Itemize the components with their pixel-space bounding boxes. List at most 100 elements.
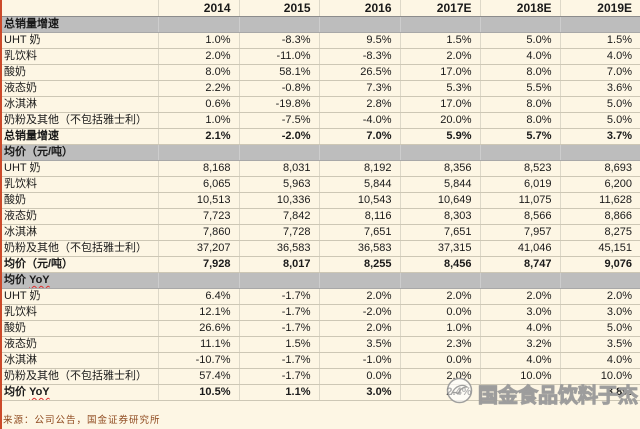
total-value-cell: 1.1% [239, 384, 320, 401]
value-cell: 3.2% [480, 336, 561, 353]
value-cell: 7,723 [158, 208, 240, 225]
section-header-spacer [319, 16, 401, 33]
value-cell: 7,728 [239, 224, 320, 241]
total-value-cell: 9,076 [560, 256, 640, 273]
value-cell: 7.0% [560, 64, 640, 81]
value-cell: 3.6% [560, 80, 640, 97]
value-cell: 5.0% [560, 112, 640, 129]
value-cell: 3.5% [319, 336, 401, 353]
year-header: 2019E [560, 0, 640, 17]
row-label: UHT 奶 [0, 288, 159, 305]
section-header-row: 均价 YoY [0, 272, 640, 289]
value-cell: 2.0% [400, 288, 481, 305]
table-row: 乳饮料 12.1% -1.7% -2.0% 0.0% 3.0% 3.0% [0, 304, 640, 321]
row-label: 液态奶 [0, 336, 159, 353]
value-cell: 26.6% [158, 320, 240, 337]
value-cell: 1.5% [400, 32, 481, 49]
value-cell: 5.0% [560, 320, 640, 337]
year-header: 2015 [239, 0, 320, 17]
source-note: 来源：公司公告，国金证券研究所 [3, 415, 161, 426]
value-cell: 2.0% [319, 320, 401, 337]
total-value-cell: 8,255 [319, 256, 401, 273]
value-cell: 11.1% [158, 336, 240, 353]
section-total-row: 总销量增速 2.1% -2.0% 7.0% 5.9% 5.7% 3.7% [0, 128, 640, 145]
table-row: 乳饮料 6,065 5,963 5,844 5,844 6,019 6,200 [0, 176, 640, 193]
value-cell: 36,583 [319, 240, 401, 257]
value-cell: 5,963 [239, 176, 320, 193]
section-header-spacer [239, 144, 320, 161]
table-row: 冰淇淋 0.6% -19.8% 2.8% 17.0% 8.0% 5.0% [0, 96, 640, 113]
value-cell: 20.0% [400, 112, 481, 129]
section-header-spacer [239, 272, 320, 289]
value-cell: 0.0% [400, 304, 481, 321]
table-row: 液态奶 2.2% -0.8% 7.3% 5.3% 5.5% 3.6% [0, 80, 640, 97]
total-row-label: 总销量增速 [0, 128, 159, 145]
value-cell: -8.3% [239, 32, 320, 49]
value-cell: 8.0% [158, 64, 240, 81]
row-label: 乳饮料 [0, 176, 159, 193]
year-header: 2016 [319, 0, 401, 17]
section-header-spacer [480, 144, 561, 161]
yoy-squiggle-underline: YoY [29, 386, 50, 398]
row-label-header [0, 0, 159, 17]
value-cell: 1.5% [560, 32, 640, 49]
total-value-cell: 3.0% [319, 384, 401, 401]
value-cell: 11,075 [480, 192, 561, 209]
value-cell: 2.0% [400, 368, 481, 385]
value-cell: -19.8% [239, 96, 320, 113]
value-cell: 3.0% [560, 304, 640, 321]
table-row: UHT 奶 1.0% -8.3% 9.5% 1.5% 5.0% 1.5% [0, 32, 640, 49]
section-header-spacer [400, 272, 481, 289]
section-header-spacer [480, 16, 561, 33]
table-row: 奶粉及其他（不包括雅士利） 57.4% -1.7% 0.0% 2.0% 10.0% 10.0… [0, 368, 640, 385]
value-cell: -1.7% [239, 352, 320, 369]
row-label: 乳饮料 [0, 304, 159, 321]
section-header-spacer [560, 16, 640, 33]
total-value-cell: 8,747 [480, 256, 561, 273]
year-header: 2014 [158, 0, 240, 17]
section-header-spacer [400, 144, 481, 161]
section-title: 均价（元/吨） [0, 144, 159, 161]
value-cell: 6,065 [158, 176, 240, 193]
value-cell: 6.4% [158, 288, 240, 305]
value-cell: 7.3% [319, 80, 401, 97]
table-row: 酸奶 8.0% 58.1% 26.5% 17.0% 8.0% 7.0% [0, 64, 640, 81]
value-cell: 17.0% [400, 64, 481, 81]
table-row: 酸奶 26.6% -1.7% 2.0% 1.0% 4.0% 5.0% [0, 320, 640, 337]
value-cell: -1.7% [239, 320, 320, 337]
total-value-cell: 8,017 [239, 256, 320, 273]
value-cell: 7,957 [480, 224, 561, 241]
section-header-spacer [400, 16, 481, 33]
left-accent-border [0, 0, 2, 429]
row-label: 乳饮料 [0, 48, 159, 65]
value-cell: 2.0% [319, 288, 401, 305]
value-cell: 58.1% [239, 64, 320, 81]
value-cell: 8,693 [560, 160, 640, 177]
row-label: 奶粉及其他（不包括雅士利） [0, 112, 159, 129]
value-cell: 7,860 [158, 224, 240, 241]
row-label: 冰淇淋 [0, 96, 159, 113]
value-cell: 6,019 [480, 176, 561, 193]
value-cell: 2.0% [560, 288, 640, 305]
value-cell: 1.0% [400, 320, 481, 337]
value-cell: 0.0% [400, 352, 481, 369]
value-cell: 4.0% [560, 48, 640, 65]
section-header-spacer [158, 16, 240, 33]
row-label: 冰淇淋 [0, 224, 159, 241]
table-row: 乳饮料 2.0% -11.0% -8.3% 2.0% 4.0% 4.0% [0, 48, 640, 65]
value-cell: 5,844 [319, 176, 401, 193]
value-cell: 5.0% [560, 96, 640, 113]
table-row: 奶粉及其他（不包括雅士利） 37,207 36,583 36,583 37,315 41,… [0, 240, 640, 257]
yoy-squiggle-underline: YoY [29, 274, 50, 286]
value-cell: -8.3% [319, 48, 401, 65]
value-cell: 5.5% [480, 80, 561, 97]
value-cell: 37,315 [400, 240, 481, 257]
section-header-spacer [560, 144, 640, 161]
row-label: 冰淇淋 [0, 352, 159, 369]
total-value-cell [480, 384, 561, 401]
section-total-row: 均价（元/吨） 7,928 8,017 8,255 8,456 8,747 9,076 [0, 256, 640, 273]
value-cell: 57.4% [158, 368, 240, 385]
value-cell: 0.6% [158, 96, 240, 113]
value-cell: 3.0% [480, 304, 561, 321]
